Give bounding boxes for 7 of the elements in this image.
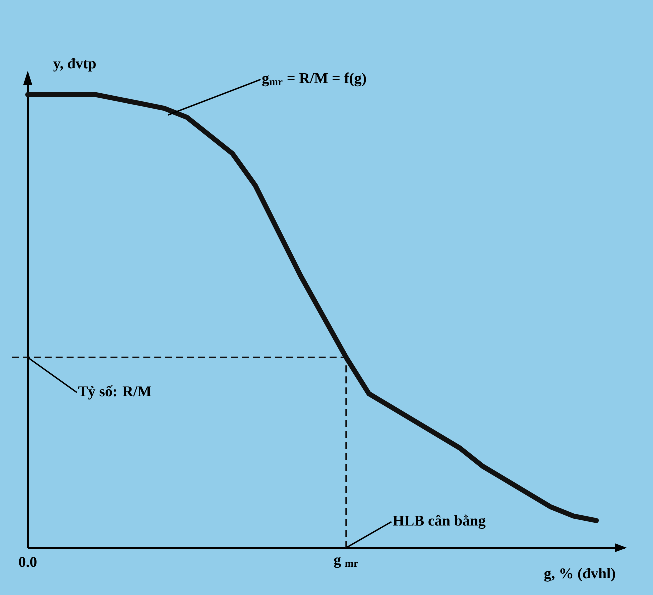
annotation: Tỷ số: R/M [78, 386, 152, 400]
x-tick-label: 0.0 [19, 557, 37, 568]
y-axis-title: y, đvtp [54, 58, 96, 72]
x-tick-label: g $_{mr}$ [334, 557, 358, 568]
annotation: HLB cân bằng [393, 514, 486, 530]
text: g$_{mr}$ = R/M = f(g) [262, 72, 366, 87]
x-axis-title: g, % (đvhl) [544, 568, 616, 582]
